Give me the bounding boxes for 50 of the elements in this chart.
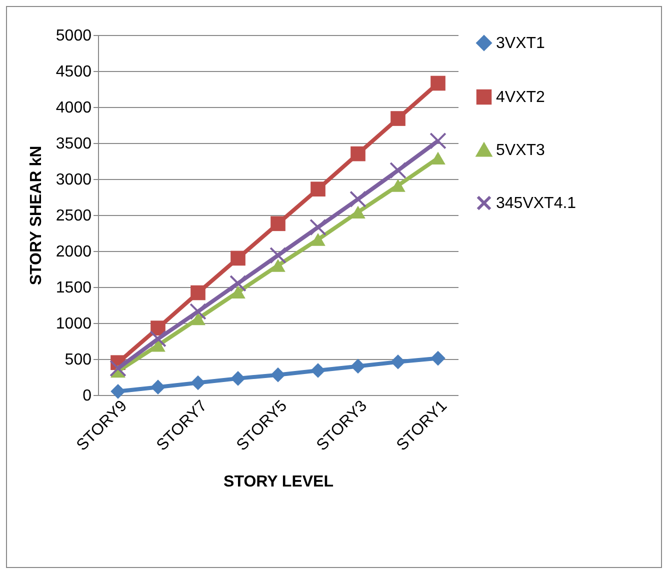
- point: [430, 152, 446, 165]
- point: [350, 358, 366, 374]
- legend-label: 3VXT1: [496, 35, 546, 52]
- y-tick-label: 2000: [56, 244, 92, 260]
- y-tick-label: 1500: [56, 280, 92, 296]
- y-tick-label: 4500: [56, 64, 92, 80]
- point: [390, 179, 406, 192]
- y-tick-label: 4000: [56, 100, 92, 116]
- point: [310, 363, 326, 378]
- point: [270, 216, 286, 232]
- legend-label: 4VXT2: [496, 89, 546, 106]
- point: [310, 218, 326, 236]
- y-tick-label: 2500: [56, 208, 92, 224]
- point: [270, 367, 286, 382]
- y-tick-label: 3500: [56, 136, 92, 152]
- point: [110, 384, 126, 399]
- point: [230, 250, 246, 266]
- y-tick-label: 500: [64, 352, 92, 368]
- point: [110, 360, 126, 377]
- point: [150, 338, 166, 352]
- legend-label: 5VXT3: [496, 142, 546, 159]
- legend-label: 345VXT4.1: [496, 195, 576, 212]
- y-tick-label: 1000: [56, 316, 92, 332]
- point: [230, 286, 246, 298]
- x-axis-title: STORY LEVEL: [224, 474, 334, 491]
- point: [390, 111, 406, 126]
- point: [390, 354, 406, 370]
- point: [190, 375, 206, 390]
- y-tick-label: 3000: [56, 172, 92, 188]
- point: [310, 182, 326, 196]
- y-axis-title: STORY SHEAR kN: [28, 146, 45, 286]
- point: [270, 246, 286, 264]
- point: [430, 132, 446, 150]
- point: [310, 233, 326, 246]
- point: [390, 162, 406, 179]
- point: [350, 206, 366, 219]
- point: [430, 350, 446, 366]
- y-tick-label: 0: [82, 388, 92, 404]
- point: [230, 371, 246, 386]
- point: [190, 312, 206, 326]
- point: [150, 380, 166, 394]
- point: [190, 303, 206, 320]
- point: [350, 146, 366, 162]
- point: [150, 330, 166, 348]
- point: [430, 76, 446, 91]
- y-tick-label: 5000: [56, 28, 92, 44]
- point: [270, 258, 286, 272]
- point: [190, 285, 206, 300]
- point: [230, 274, 246, 292]
- point: [350, 190, 366, 208]
